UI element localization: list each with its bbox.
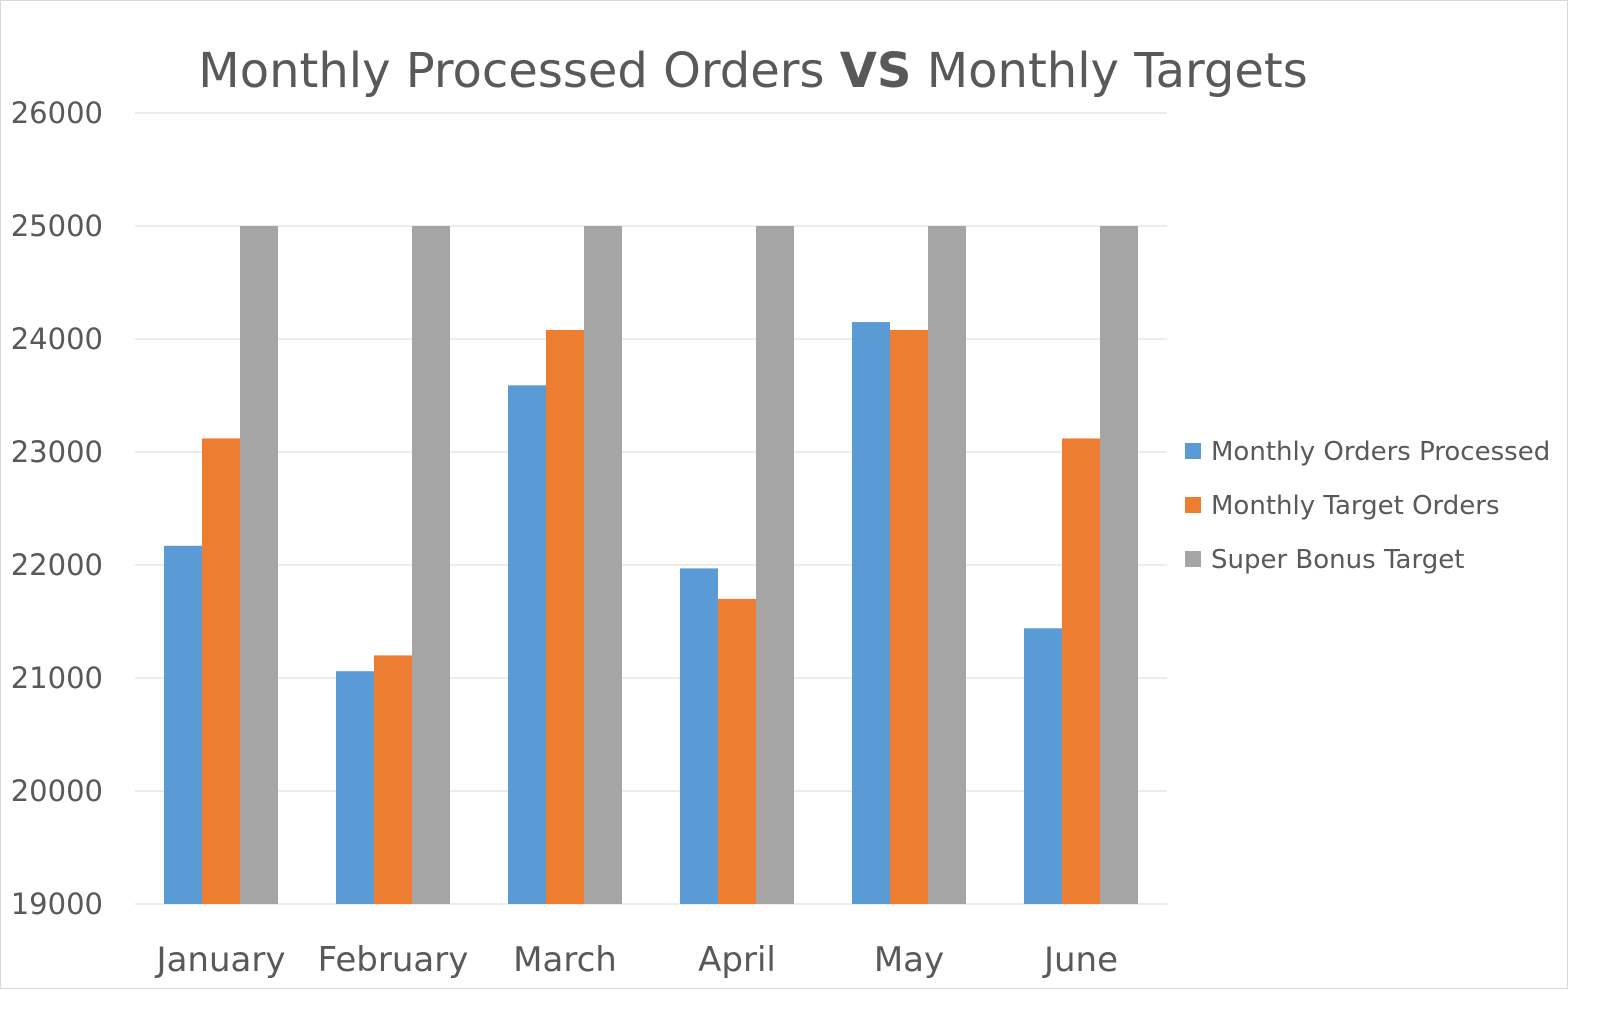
bar (336, 671, 374, 904)
chart-title: Monthly Processed Orders VS Monthly Targ… (198, 43, 1307, 99)
x-tick-label: June (1042, 940, 1118, 980)
y-tick-label: 25000 (11, 209, 103, 243)
bar (240, 226, 278, 904)
bar (756, 226, 794, 904)
bar (890, 329, 928, 905)
y-tick-label: 23000 (11, 435, 103, 469)
y-tick-label: 26000 (11, 96, 103, 130)
gridlines (135, 112, 1167, 905)
bar (928, 226, 966, 904)
legend-swatch (1185, 497, 1201, 513)
legend-label: Monthly Orders Processed (1211, 437, 1550, 467)
chart-title-prefix: Monthly Processed Orders (198, 43, 839, 99)
x-tick-label: January (155, 940, 286, 980)
y-tick-label: 22000 (11, 548, 103, 582)
y-axis-ticks: 19000 20000 21000 22000 23000 24000 25000 26000 (11, 96, 103, 921)
bar (1024, 628, 1062, 904)
bar (718, 598, 756, 904)
bar (202, 438, 240, 904)
bar (852, 322, 890, 904)
legend-swatch (1185, 551, 1201, 567)
legend-swatch (1185, 443, 1201, 459)
legend-label: Monthly Target Orders (1211, 491, 1500, 521)
y-tick-label: 21000 (11, 661, 103, 695)
bar (508, 385, 546, 905)
x-tick-label: April (698, 940, 776, 980)
x-tick-label: March (513, 940, 617, 980)
x-tick-label: May (874, 940, 944, 980)
bar (164, 545, 202, 904)
bar (584, 226, 622, 904)
bars (164, 226, 1138, 905)
y-tick-label: 19000 (11, 887, 103, 921)
bar (1100, 226, 1138, 904)
y-tick-label: 24000 (11, 322, 103, 356)
legend: Monthly Orders Processed Monthly Target O… (1185, 437, 1550, 575)
bar (374, 655, 412, 904)
bar (680, 568, 718, 904)
bar (1062, 438, 1100, 904)
chart-frame: Monthly Processed Orders VS Monthly Targ… (0, 0, 1568, 989)
chart-title-emphasis: VS (840, 43, 912, 99)
x-axis-ticks: January February March April May June (155, 940, 1118, 980)
bar-chart: Monthly Processed Orders VS Monthly Targ… (11, 43, 1550, 980)
x-tick-label: February (318, 940, 469, 980)
bar (546, 329, 584, 905)
y-tick-label: 20000 (11, 774, 103, 808)
bar (412, 226, 450, 904)
chart-title-suffix: Monthly Targets (911, 43, 1307, 99)
legend-label: Super Bonus Target (1211, 545, 1464, 575)
